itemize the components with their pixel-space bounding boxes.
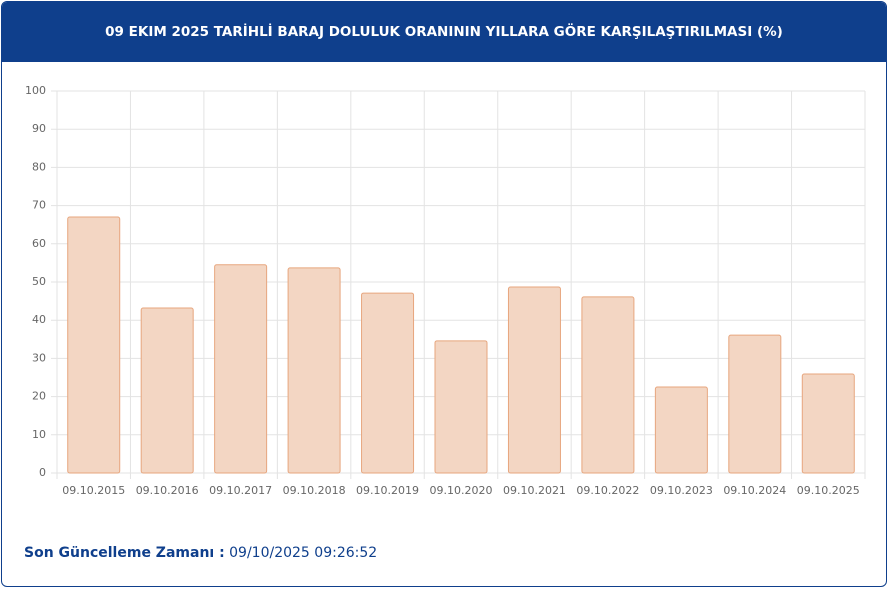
bar bbox=[581, 296, 635, 474]
x-tick-label: 09.10.2023 bbox=[650, 484, 713, 497]
x-tick-label: 09.10.2022 bbox=[576, 484, 639, 497]
y-tick-label: 60 bbox=[32, 237, 46, 250]
bar bbox=[67, 216, 121, 474]
y-tick-label: 10 bbox=[32, 428, 46, 441]
y-tick-label: 40 bbox=[32, 313, 46, 326]
bar bbox=[507, 286, 561, 474]
y-tick-label: 100 bbox=[25, 84, 46, 97]
x-tick-label: 09.10.2016 bbox=[136, 484, 199, 497]
y-tick-label: 20 bbox=[32, 390, 46, 403]
chart: 0 10 20 30 40 50 60 70 80 90 100 09.10.2015 09.10.20… bbox=[25, 84, 866, 497]
x-tick-label: 09.10.2021 bbox=[503, 484, 566, 497]
footer: Son Güncelleme Zamanı : 09/10/2025 09:26… bbox=[24, 545, 377, 561]
bar bbox=[140, 307, 194, 474]
y-tick-label: 70 bbox=[32, 199, 46, 212]
bar bbox=[361, 292, 415, 474]
y-tick-label: 30 bbox=[32, 351, 46, 364]
footer-label: Son Güncelleme Zamanı : bbox=[24, 545, 225, 561]
bar bbox=[434, 340, 488, 474]
bar bbox=[214, 264, 268, 474]
footer-value: 09/10/2025 09:26:52 bbox=[229, 545, 378, 561]
x-tick-label: 09.10.2024 bbox=[723, 484, 786, 497]
x-tick-label: 09.10.2017 bbox=[209, 484, 272, 497]
x-tick-label: 09.10.2018 bbox=[283, 484, 346, 497]
x-tick-label: 09.10.2020 bbox=[430, 484, 493, 497]
y-tick-label: 90 bbox=[32, 122, 46, 135]
x-tick-label: 09.10.2019 bbox=[356, 484, 419, 497]
bar bbox=[287, 267, 341, 474]
bar bbox=[728, 334, 782, 474]
y-tick-label: 80 bbox=[32, 160, 46, 173]
x-tick-label: 09.10.2015 bbox=[62, 484, 125, 497]
y-tick-label: 50 bbox=[32, 275, 46, 288]
y-tick-label: 0 bbox=[39, 466, 46, 479]
chart-title: 09 EKIM 2025 TARİHLİ BARAJ DOLULUK ORANI… bbox=[2, 2, 886, 62]
bar bbox=[654, 386, 708, 474]
bar bbox=[801, 373, 855, 474]
x-tick-label: 09.10.2025 bbox=[797, 484, 860, 497]
